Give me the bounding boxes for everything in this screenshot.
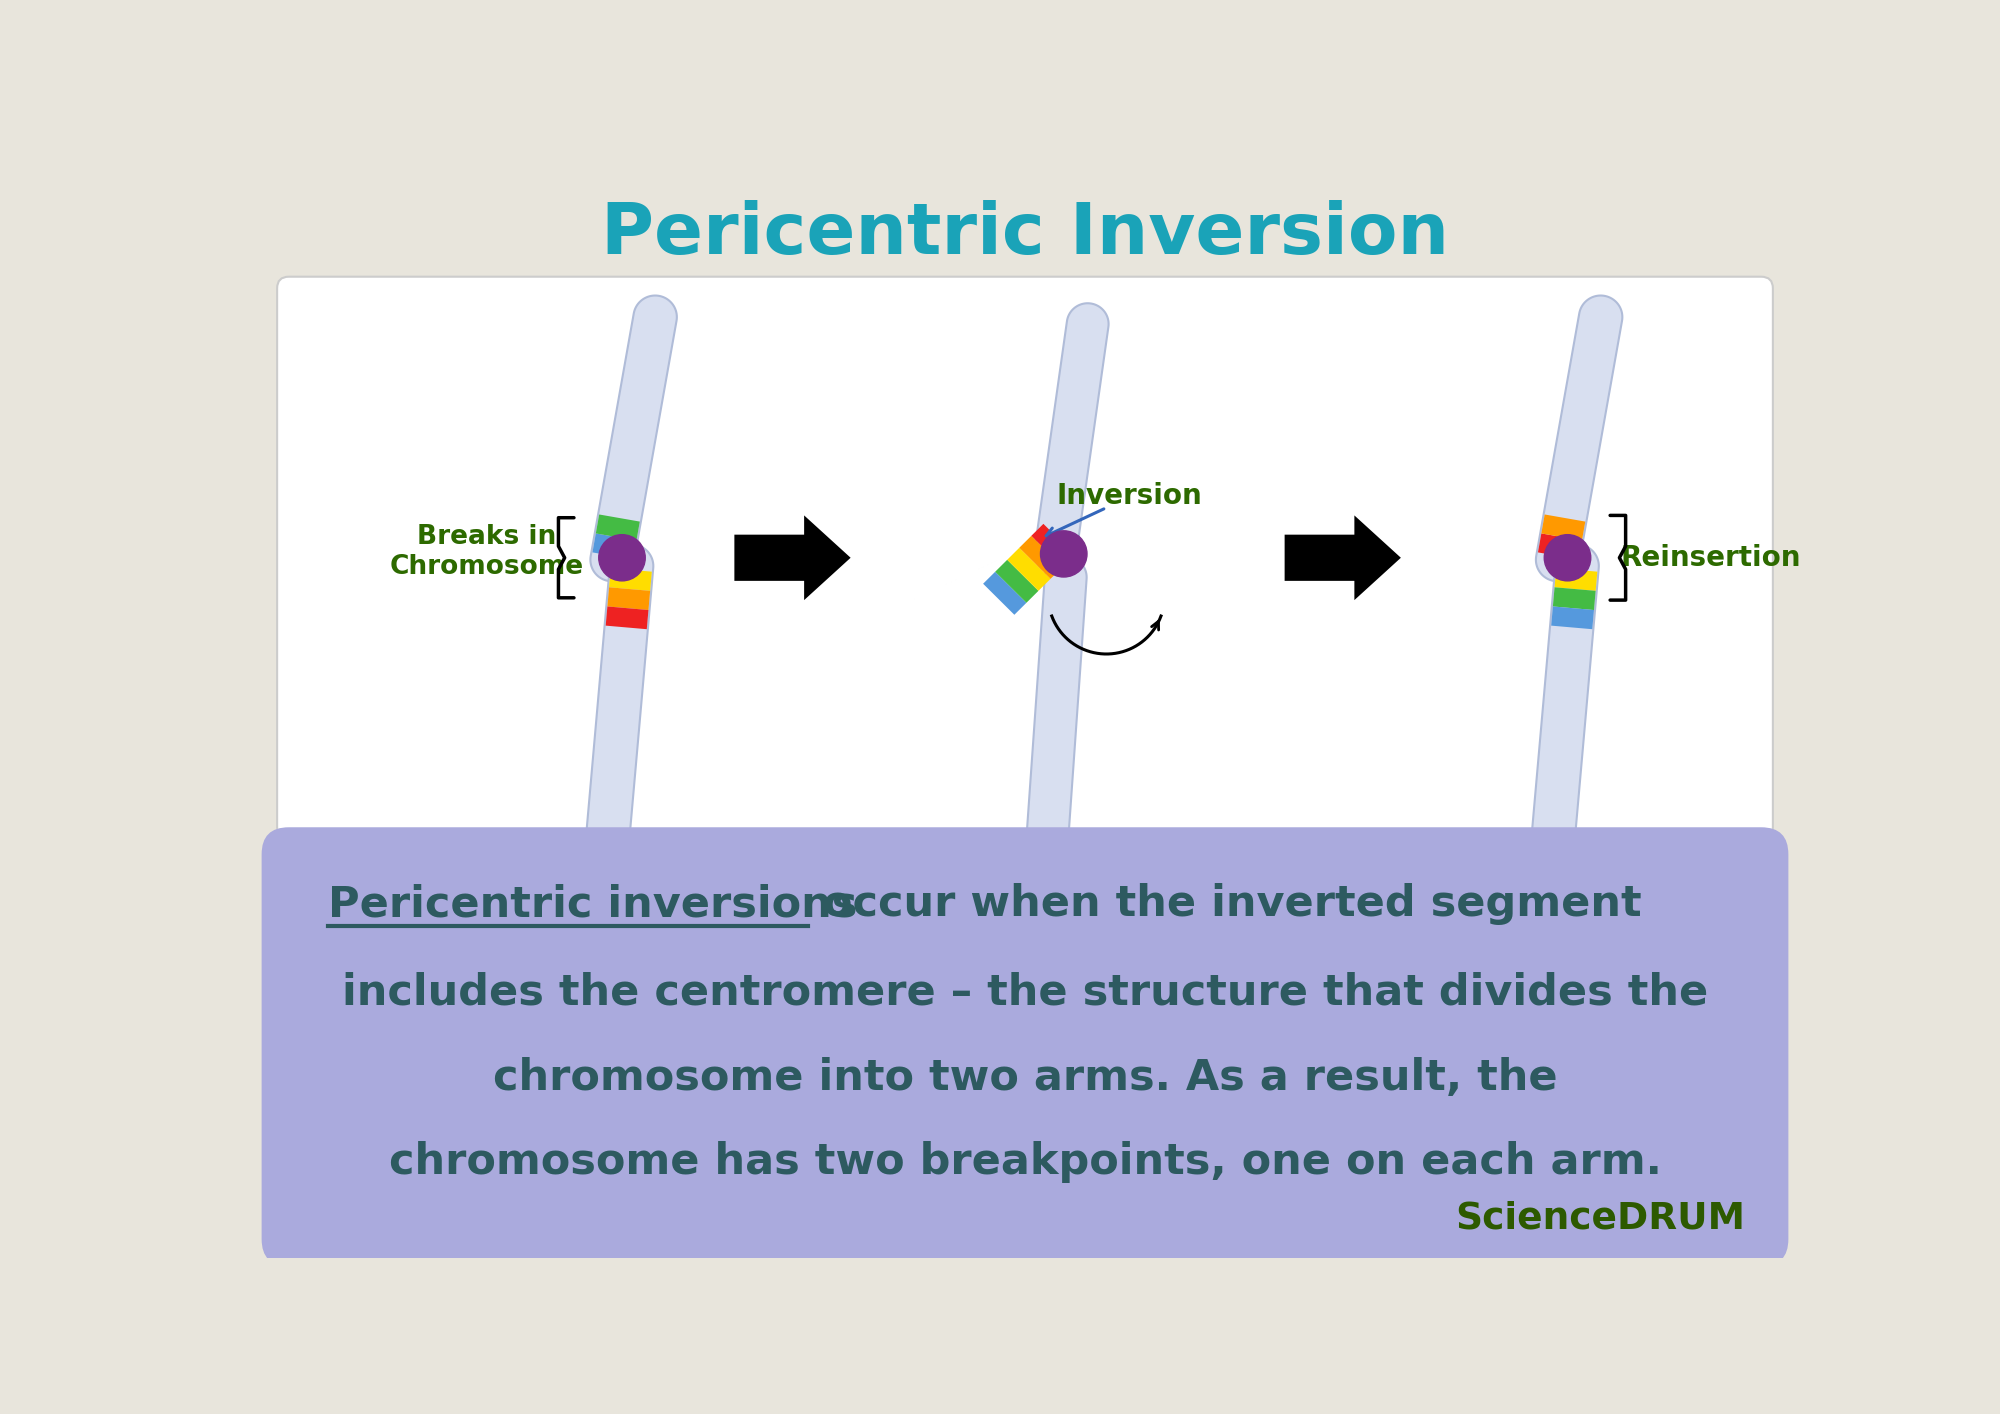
Polygon shape [734,516,850,600]
Polygon shape [1020,536,1062,578]
Polygon shape [606,607,648,629]
Polygon shape [1284,516,1400,600]
Text: chromosome into two arms. As a result, the: chromosome into two arms. As a result, t… [492,1056,1558,1099]
Text: Pericentric Inversion: Pericentric Inversion [600,199,1448,269]
Polygon shape [592,533,636,560]
Polygon shape [1026,557,1086,875]
Polygon shape [1032,523,1074,567]
Polygon shape [996,560,1038,602]
Text: Pericentric inversions: Pericentric inversions [328,884,856,925]
Text: occur when the inverted segment: occur when the inverted segment [808,884,1642,925]
Polygon shape [590,296,676,581]
Text: Breaks in
Chromosome: Breaks in Chromosome [390,523,584,580]
Polygon shape [1528,544,1598,895]
Text: Reinsertion: Reinsertion [1620,544,1802,571]
Polygon shape [984,571,1026,615]
Circle shape [1544,534,1590,581]
Text: Inversion: Inversion [1056,482,1202,510]
Polygon shape [1536,296,1622,581]
FancyBboxPatch shape [262,827,1788,1266]
Polygon shape [582,544,654,895]
Polygon shape [1552,607,1594,629]
Polygon shape [1552,587,1596,609]
Polygon shape [1034,303,1108,574]
Text: includes the centromere – the structure that divides the: includes the centromere – the structure … [342,971,1708,1014]
Polygon shape [1008,547,1050,591]
Circle shape [598,534,646,581]
Polygon shape [608,587,650,609]
Polygon shape [596,515,640,540]
Polygon shape [610,568,652,591]
Text: ScienceDRUM: ScienceDRUM [1456,1200,1746,1236]
Circle shape [1040,530,1088,577]
Polygon shape [1538,533,1582,560]
Polygon shape [1554,568,1598,591]
FancyBboxPatch shape [278,277,1772,839]
Polygon shape [1542,515,1586,540]
Text: chromosome has two breakpoints, one on each arm.: chromosome has two breakpoints, one on e… [388,1141,1662,1184]
